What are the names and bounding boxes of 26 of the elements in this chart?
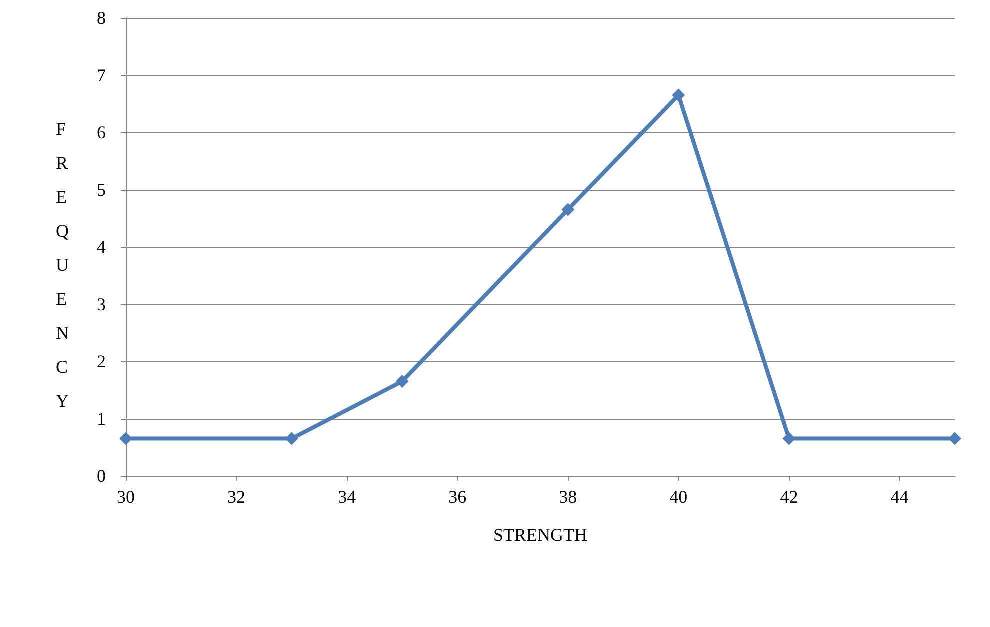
point <box>396 375 409 388</box>
point <box>948 432 962 446</box>
point <box>672 88 686 102</box>
x-tick-label: 40 <box>670 487 688 507</box>
x-tick-label: 30 <box>117 487 135 507</box>
x-tick-label: 44 <box>890 487 909 507</box>
y-tick-label: 7 <box>97 65 106 86</box>
point <box>562 203 575 216</box>
y-tick-label: 5 <box>97 180 106 200</box>
x-tick-label: 32 <box>228 487 246 507</box>
y-tick-label: 4 <box>97 237 106 257</box>
x-tick-label: 34 <box>338 487 356 507</box>
y-tick-label: 3 <box>97 294 106 314</box>
x-tick-label: 36 <box>448 487 467 507</box>
point <box>120 432 132 446</box>
text: FREQUENCY <box>56 119 69 411</box>
y-tick-label: 1 <box>97 408 106 429</box>
y-tick-label: 2 <box>97 352 106 372</box>
y-tick-label: 8 <box>97 8 106 28</box>
x-axis-title: STRENGTH <box>494 525 588 545</box>
x-tick-label: 42 <box>780 487 798 507</box>
point <box>285 432 298 446</box>
x-tick-label: 38 <box>559 487 578 507</box>
y-tick-label: 0 <box>97 466 106 486</box>
y-tick-label: 6 <box>97 122 106 142</box>
point <box>782 432 796 446</box>
